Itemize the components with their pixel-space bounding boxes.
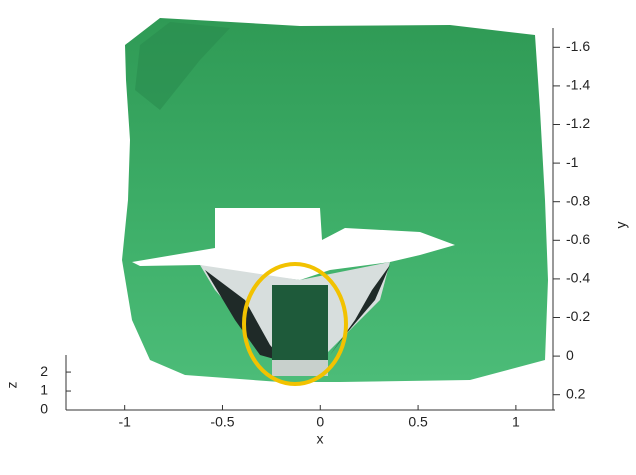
x-tick-label: -1	[118, 414, 131, 430]
x-tick-label: 1	[512, 414, 520, 430]
x-tick-label: 0	[316, 414, 324, 430]
y-tick-label: -0.6	[566, 231, 590, 247]
y-tick-label: -0.2	[566, 308, 590, 324]
x-axis-label: x	[317, 431, 324, 447]
z-axis-label: z	[4, 382, 20, 389]
y-tick-label: -0.8	[566, 192, 590, 208]
y-tick-label: 0.2	[566, 385, 586, 401]
y-tick-label: 0	[566, 347, 574, 363]
z-tick-label: 0	[40, 401, 48, 417]
z-tick-label: 2	[40, 363, 48, 379]
x-tick-label: 0.5	[408, 414, 428, 430]
z-tick-label: 1	[40, 382, 48, 398]
y-axis-label: y	[613, 222, 629, 229]
y-tick-label: -0.4	[566, 270, 590, 286]
x-tick-label: -0.5	[210, 414, 234, 430]
y-tick-label: -1.2	[566, 115, 590, 131]
point-cloud	[122, 18, 548, 384]
chart: x y z -1 -0.5 0 0.5 1 -1.6 -1.4 -1.2 -1 -0.8 -0.6 -…	[0, 0, 636, 475]
page: x y z -1 -0.5 0 0.5 1 -1.6 -1.4 -1.2 -1 -0.8 -0.6 -…	[0, 0, 636, 475]
y-tick-label: -1	[566, 154, 579, 170]
y-tick-label: -1.4	[566, 77, 590, 93]
y-tick-label: -1.6	[566, 38, 590, 54]
